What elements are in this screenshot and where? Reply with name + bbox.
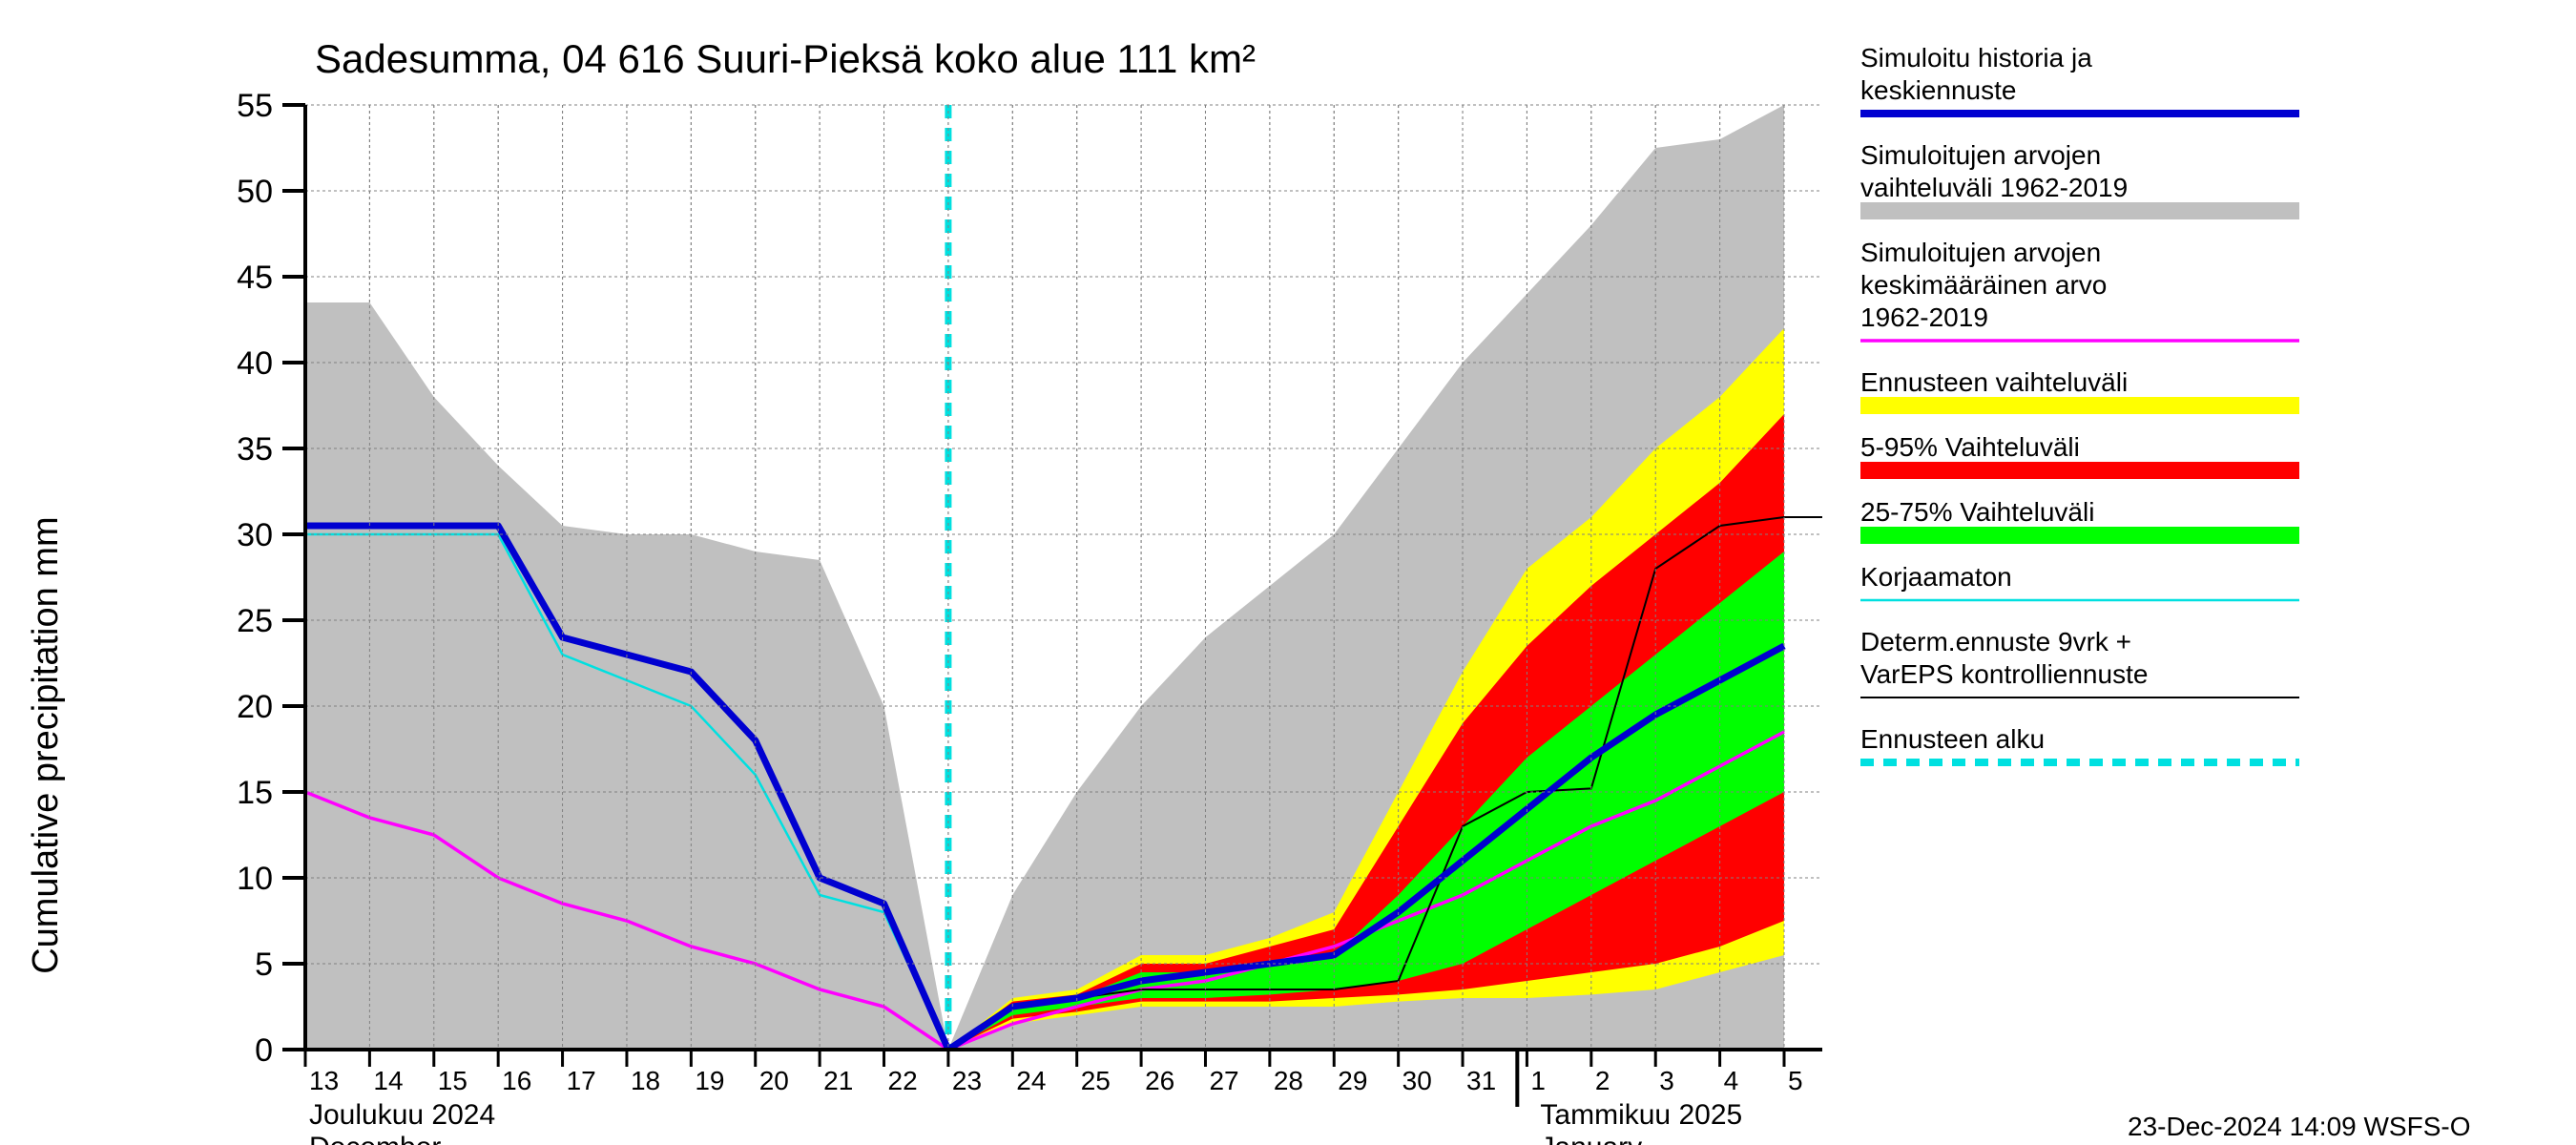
y-axis-title: Cumulative precipitation mm bbox=[26, 516, 66, 973]
x-tick-label: 20 bbox=[759, 1066, 789, 1095]
x-tick-label: 1 bbox=[1530, 1066, 1546, 1095]
legend-swatch bbox=[1860, 397, 2299, 414]
y-tick-label: 55 bbox=[237, 88, 273, 124]
legend-label: Korjaamaton bbox=[1860, 562, 2012, 592]
month-label-left: December bbox=[309, 1132, 441, 1145]
x-tick-label: 23 bbox=[952, 1066, 982, 1095]
legend-label: Simuloitujen arvojen bbox=[1860, 238, 2101, 267]
legend-swatch bbox=[1860, 527, 2299, 544]
x-tick-label: 13 bbox=[309, 1066, 339, 1095]
x-tick-label: 30 bbox=[1402, 1066, 1432, 1095]
x-tick-label: 28 bbox=[1274, 1066, 1303, 1095]
x-tick-label: 29 bbox=[1338, 1066, 1367, 1095]
chart-svg: 0510152025303540455055Cumulative precipi… bbox=[0, 0, 2576, 1145]
legend-label: keskimääräinen arvo bbox=[1860, 270, 2107, 300]
y-tick-label: 15 bbox=[237, 775, 273, 811]
x-tick-label: 2 bbox=[1595, 1066, 1610, 1095]
legend-label: VarEPS kontrolliennuste bbox=[1860, 659, 2148, 689]
x-tick-label: 17 bbox=[567, 1066, 596, 1095]
y-tick-label: 25 bbox=[237, 603, 273, 639]
month-label-right: Tammikuu 2025 bbox=[1540, 1099, 1742, 1131]
x-tick-label: 31 bbox=[1466, 1066, 1496, 1095]
x-tick-label: 4 bbox=[1724, 1066, 1739, 1095]
x-tick-label: 22 bbox=[888, 1066, 918, 1095]
legend-label: 25-75% Vaihteluväli bbox=[1860, 497, 2094, 527]
legend-label: 5-95% Vaihteluväli bbox=[1860, 432, 2080, 462]
legend-label: Determ.ennuste 9vrk + bbox=[1860, 627, 2131, 656]
legend-swatch bbox=[1860, 462, 2299, 479]
x-tick-label: 19 bbox=[695, 1066, 724, 1095]
x-tick-label: 5 bbox=[1788, 1066, 1803, 1095]
legend-label: keskiennuste bbox=[1860, 75, 2016, 105]
legend-swatch bbox=[1860, 202, 2299, 219]
x-tick-label: 25 bbox=[1081, 1066, 1111, 1095]
legend-label: Ennusteen vaihteluväli bbox=[1860, 367, 2128, 397]
y-tick-label: 45 bbox=[237, 260, 273, 296]
chart-container: 0510152025303540455055Cumulative precipi… bbox=[0, 0, 2576, 1145]
x-tick-label: 3 bbox=[1659, 1066, 1674, 1095]
legend-label: vaihteluväli 1962-2019 bbox=[1860, 173, 2128, 202]
x-tick-label: 18 bbox=[631, 1066, 660, 1095]
y-tick-label: 20 bbox=[237, 689, 273, 725]
x-tick-label: 26 bbox=[1145, 1066, 1174, 1095]
legend-label: 1962-2019 bbox=[1860, 302, 1988, 332]
x-tick-label: 16 bbox=[502, 1066, 531, 1095]
y-tick-label: 50 bbox=[237, 174, 273, 210]
y-tick-label: 5 bbox=[255, 947, 273, 983]
y-tick-label: 0 bbox=[255, 1032, 273, 1069]
x-tick-label: 24 bbox=[1016, 1066, 1046, 1095]
month-label-right: January bbox=[1540, 1132, 1642, 1145]
x-tick-label: 15 bbox=[438, 1066, 467, 1095]
y-tick-label: 10 bbox=[237, 861, 273, 897]
footer-timestamp: 23-Dec-2024 14:09 WSFS-O bbox=[2128, 1112, 2471, 1141]
y-tick-label: 30 bbox=[237, 517, 273, 553]
chart-title: Sadesumma, 04 616 Suuri-Pieksä koko alue… bbox=[315, 36, 1256, 81]
month-label-left: Joulukuu 2024 bbox=[309, 1099, 495, 1131]
x-tick-label: 27 bbox=[1209, 1066, 1238, 1095]
y-tick-label: 35 bbox=[237, 431, 273, 468]
legend-label: Simuloitu historia ja bbox=[1860, 43, 2092, 73]
x-tick-label: 21 bbox=[823, 1066, 853, 1095]
x-tick-label: 14 bbox=[373, 1066, 403, 1095]
legend-label: Simuloitujen arvojen bbox=[1860, 140, 2101, 170]
legend-label: Ennusteen alku bbox=[1860, 724, 2045, 754]
y-tick-label: 40 bbox=[237, 345, 273, 382]
